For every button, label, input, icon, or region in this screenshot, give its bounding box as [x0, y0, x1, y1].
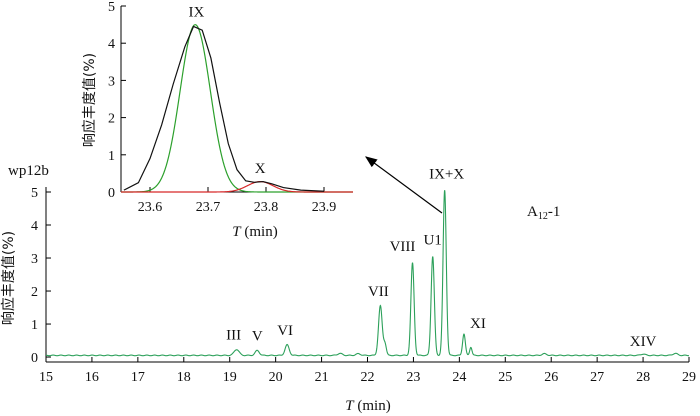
main-chromatogram-line	[45, 190, 690, 357]
main-x-tick-label: 28	[636, 370, 650, 385]
inset-background	[120, 6, 353, 193]
main-x-tick-label: 22	[361, 370, 375, 385]
inset-peak-label: IX	[188, 5, 204, 21]
main-y-tick-label: 0	[31, 351, 38, 366]
main-y-tick-label: 5	[31, 186, 38, 201]
main-y-axis-label: 响应丰度值(%)	[0, 231, 17, 325]
inset-peak-labels: IX X	[188, 5, 265, 177]
main-x-axis-label: T (min)	[345, 398, 390, 414]
main-peak-label: III	[226, 327, 241, 343]
main-peak-label: XIV	[630, 334, 657, 350]
main-x-tick-label: 24	[452, 370, 466, 385]
inset-y-tick-label: 5	[108, 0, 115, 15]
inset-x-tick-label: 23.7	[196, 200, 221, 215]
inset-peak-label: X	[255, 161, 266, 177]
main-peak-labels: III V VI VII VIII U1 IX+X XI XIV	[226, 166, 656, 350]
main-x-tick-label: 23	[406, 370, 420, 385]
main-x-tick-label: 25	[498, 370, 512, 385]
main-peak-label: VII	[368, 284, 389, 300]
inset-x-tick-label: 23.9	[312, 200, 337, 215]
sample-label: wp12b	[8, 163, 49, 179]
inset-lines	[121, 23, 353, 193]
inset-y-tick-label: 2	[108, 112, 115, 127]
main-x-tick-label: 29	[682, 370, 696, 385]
inset-x-tick-label: 23.8	[254, 200, 279, 215]
inset-y-tick-label: 3	[108, 74, 115, 89]
main-y-ticks: 0 1 2 3 4 5	[31, 186, 51, 366]
inset-x-axis-label: T (min)	[232, 224, 277, 240]
inset-y-tick-label: 4	[108, 37, 115, 52]
main-y-tick-label: 3	[31, 252, 38, 267]
inset-x-tick-label: 23.6	[138, 200, 163, 215]
main-peak-label: U1	[424, 232, 442, 248]
main-x-tick-label: 26	[544, 370, 558, 385]
a12-label: A12-1	[527, 204, 560, 222]
main-x-tick-label: 17	[131, 370, 145, 385]
inset-x-ticks: 23.6 23.7 23.8 23.9	[138, 187, 337, 215]
inset-y-tick-label: 1	[108, 149, 115, 164]
main-x-tick-label: 20	[269, 370, 283, 385]
inset-y-axis-label: 响应丰度值(%)	[81, 53, 98, 147]
main-peak-label: V	[252, 328, 263, 344]
inset-chart: 23.6 23.7 23.8 23.9 0 1 2 3 4 5 IX X 响应丰度值(%) T (…	[81, 0, 353, 240]
inset-series-line	[121, 180, 353, 193]
inset-y-tick-label: 0	[108, 186, 115, 201]
main-x-tick-label: 16	[85, 370, 99, 385]
main-y-tick-label: 2	[31, 285, 38, 300]
main-peak-label: VIII	[390, 239, 416, 255]
inset-series-line	[123, 25, 325, 192]
main-x-tick-label: 27	[590, 370, 604, 385]
main-peak-label: XI	[470, 316, 486, 332]
main-peak-label: VI	[277, 323, 293, 339]
main-peak-label: IX+X	[429, 166, 464, 182]
main-y-tick-label: 4	[31, 219, 38, 234]
main-x-tick-label: 15	[39, 370, 53, 385]
main-x-ticks: 15 16 17 18 19 20 21 22 23 24 25 26 27 28 29	[39, 357, 696, 385]
main-x-tick-label: 18	[177, 370, 191, 385]
main-x-tick-label: 21	[315, 370, 329, 385]
zoom-arrow	[365, 156, 443, 214]
main-x-tick-label: 19	[223, 370, 237, 385]
main-y-tick-label: 1	[31, 318, 38, 333]
